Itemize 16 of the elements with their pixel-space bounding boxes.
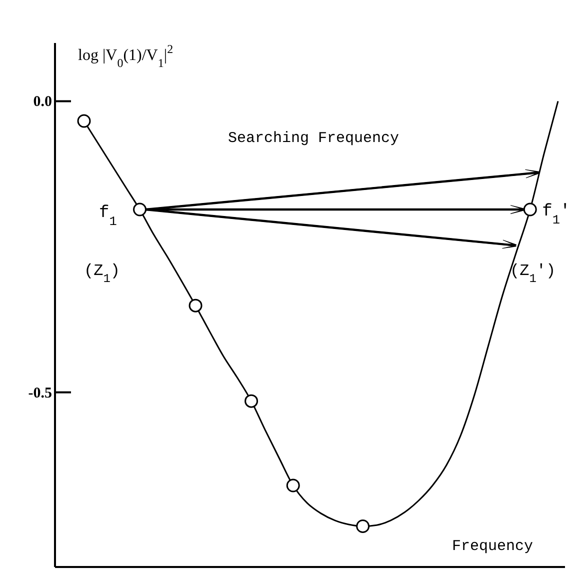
- y-tick-label: 0.0: [33, 94, 52, 110]
- point: [244, 394, 258, 408]
- point: [133, 202, 147, 216]
- point: [286, 478, 300, 492]
- annotation: f$_{1}$': [542, 202, 570, 228]
- point: [523, 202, 537, 216]
- y-axis-title: log |V$_{0}$(1)/V$_{1}$|$^{2}$: [78, 42, 174, 70]
- point: [188, 298, 202, 312]
- x-axis-title: Frequency: [452, 538, 533, 555]
- annotation: Searching Frequency: [228, 130, 400, 147]
- annotation: (Z$_{1}$'): [510, 262, 556, 286]
- y-tick-label: -0.5: [28, 385, 52, 402]
- point: [77, 114, 91, 128]
- annotation: f$_{1}$: [99, 204, 118, 228]
- annotation: (Z$_{1}$): [84, 262, 120, 286]
- point: [356, 519, 370, 533]
